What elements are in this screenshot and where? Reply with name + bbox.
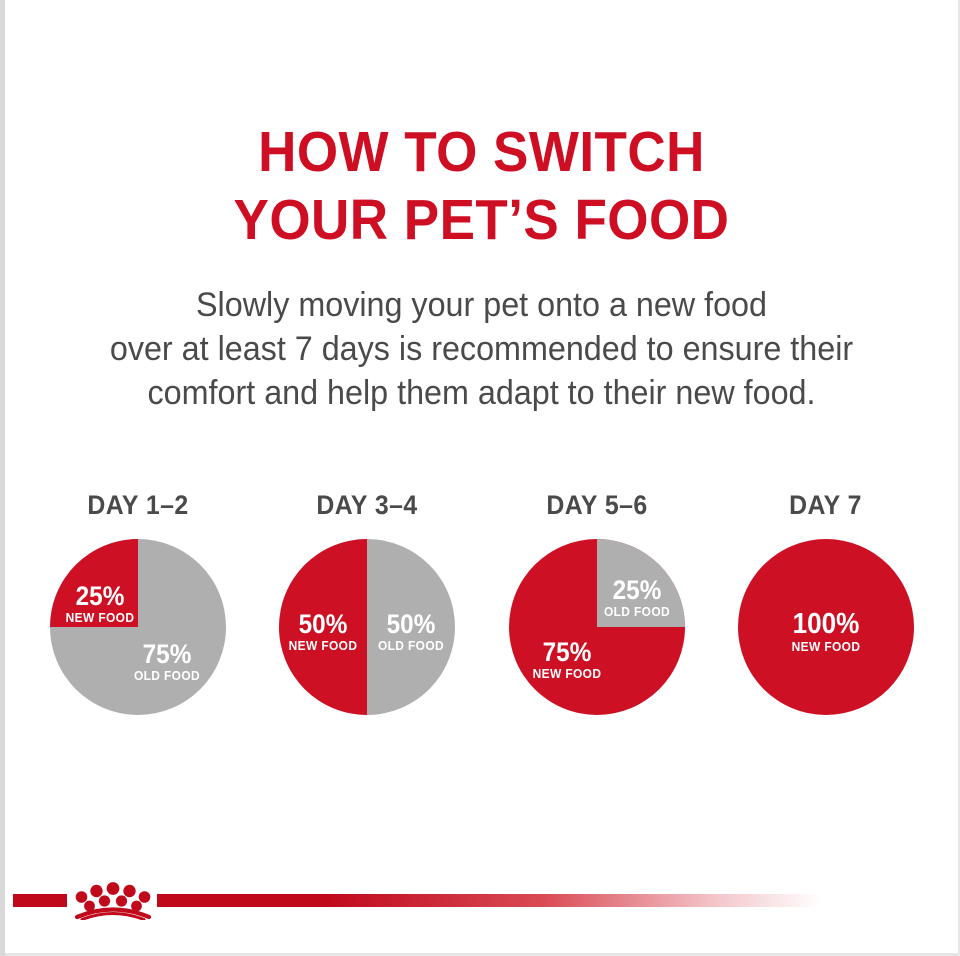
pie-chart-day-5-6: 25% OLD FOOD 75% NEW FOOD bbox=[507, 537, 687, 717]
pie-cell-day-3-4: DAY 3–4 50% NEW FOOD 50% OLD FOOD bbox=[256, 490, 478, 717]
bottom-edge-divider bbox=[5, 953, 958, 956]
body-line-2: over at least 7 days is recommended to e… bbox=[109, 330, 854, 368]
pie-slice-new-food-2 bbox=[279, 539, 368, 715]
day-label-3: DAY 5–6 bbox=[546, 490, 648, 520]
title-line-2: YOUR PET’S FOOD bbox=[233, 188, 730, 252]
pie-slice-old-food-3 bbox=[596, 539, 685, 627]
footer-bar-right bbox=[157, 894, 822, 907]
page-title: HOW TO SWITCH YOUR PET’S FOOD bbox=[5, 118, 958, 254]
pie-chart-day-1-2: 25% NEW FOOD 75% OLD FOOD bbox=[48, 537, 228, 717]
pie-cell-day-7: DAY 7 100% NEW FOOD bbox=[715, 490, 937, 717]
pie-svg-1 bbox=[50, 539, 226, 715]
pie-svg-3 bbox=[508, 539, 685, 715]
pie-cell-day-5-6: DAY 5–6 25% OLD FOOD 75% NEW FOOD bbox=[486, 490, 708, 717]
pie-chart-row: DAY 1–2 25% NEW FOOD 75% OLD FOOD DAY 3–… bbox=[27, 490, 937, 717]
pie-svg-4 bbox=[737, 539, 914, 715]
footer-bar-left bbox=[13, 894, 67, 907]
body-line-3: comfort and help them adapt to their new… bbox=[147, 374, 816, 412]
pie-chart-day-7: 100% NEW FOOD bbox=[736, 537, 916, 717]
pie-chart-day-3-4: 50% NEW FOOD 50% OLD FOOD bbox=[277, 537, 457, 717]
pie-slice-new-food-4 bbox=[737, 539, 914, 715]
day-label-4: DAY 7 bbox=[789, 490, 863, 520]
pie-cell-day-1-2: DAY 1–2 25% NEW FOOD 75% OLD FOOD bbox=[27, 490, 249, 717]
pie-svg-2 bbox=[279, 539, 456, 715]
body-line-1: Slowly moving your pet onto a new food bbox=[196, 286, 767, 324]
pie-slice-new-food-1 bbox=[50, 539, 138, 627]
day-label-2: DAY 3–4 bbox=[316, 490, 418, 520]
body-paragraph: Slowly moving your pet onto a new food o… bbox=[5, 283, 958, 415]
day-label-1: DAY 1–2 bbox=[87, 490, 189, 520]
title-line-1: HOW TO SWITCH bbox=[258, 120, 705, 184]
footer-brand-bar bbox=[5, 880, 958, 920]
royal-canin-crown-icon bbox=[74, 882, 152, 920]
